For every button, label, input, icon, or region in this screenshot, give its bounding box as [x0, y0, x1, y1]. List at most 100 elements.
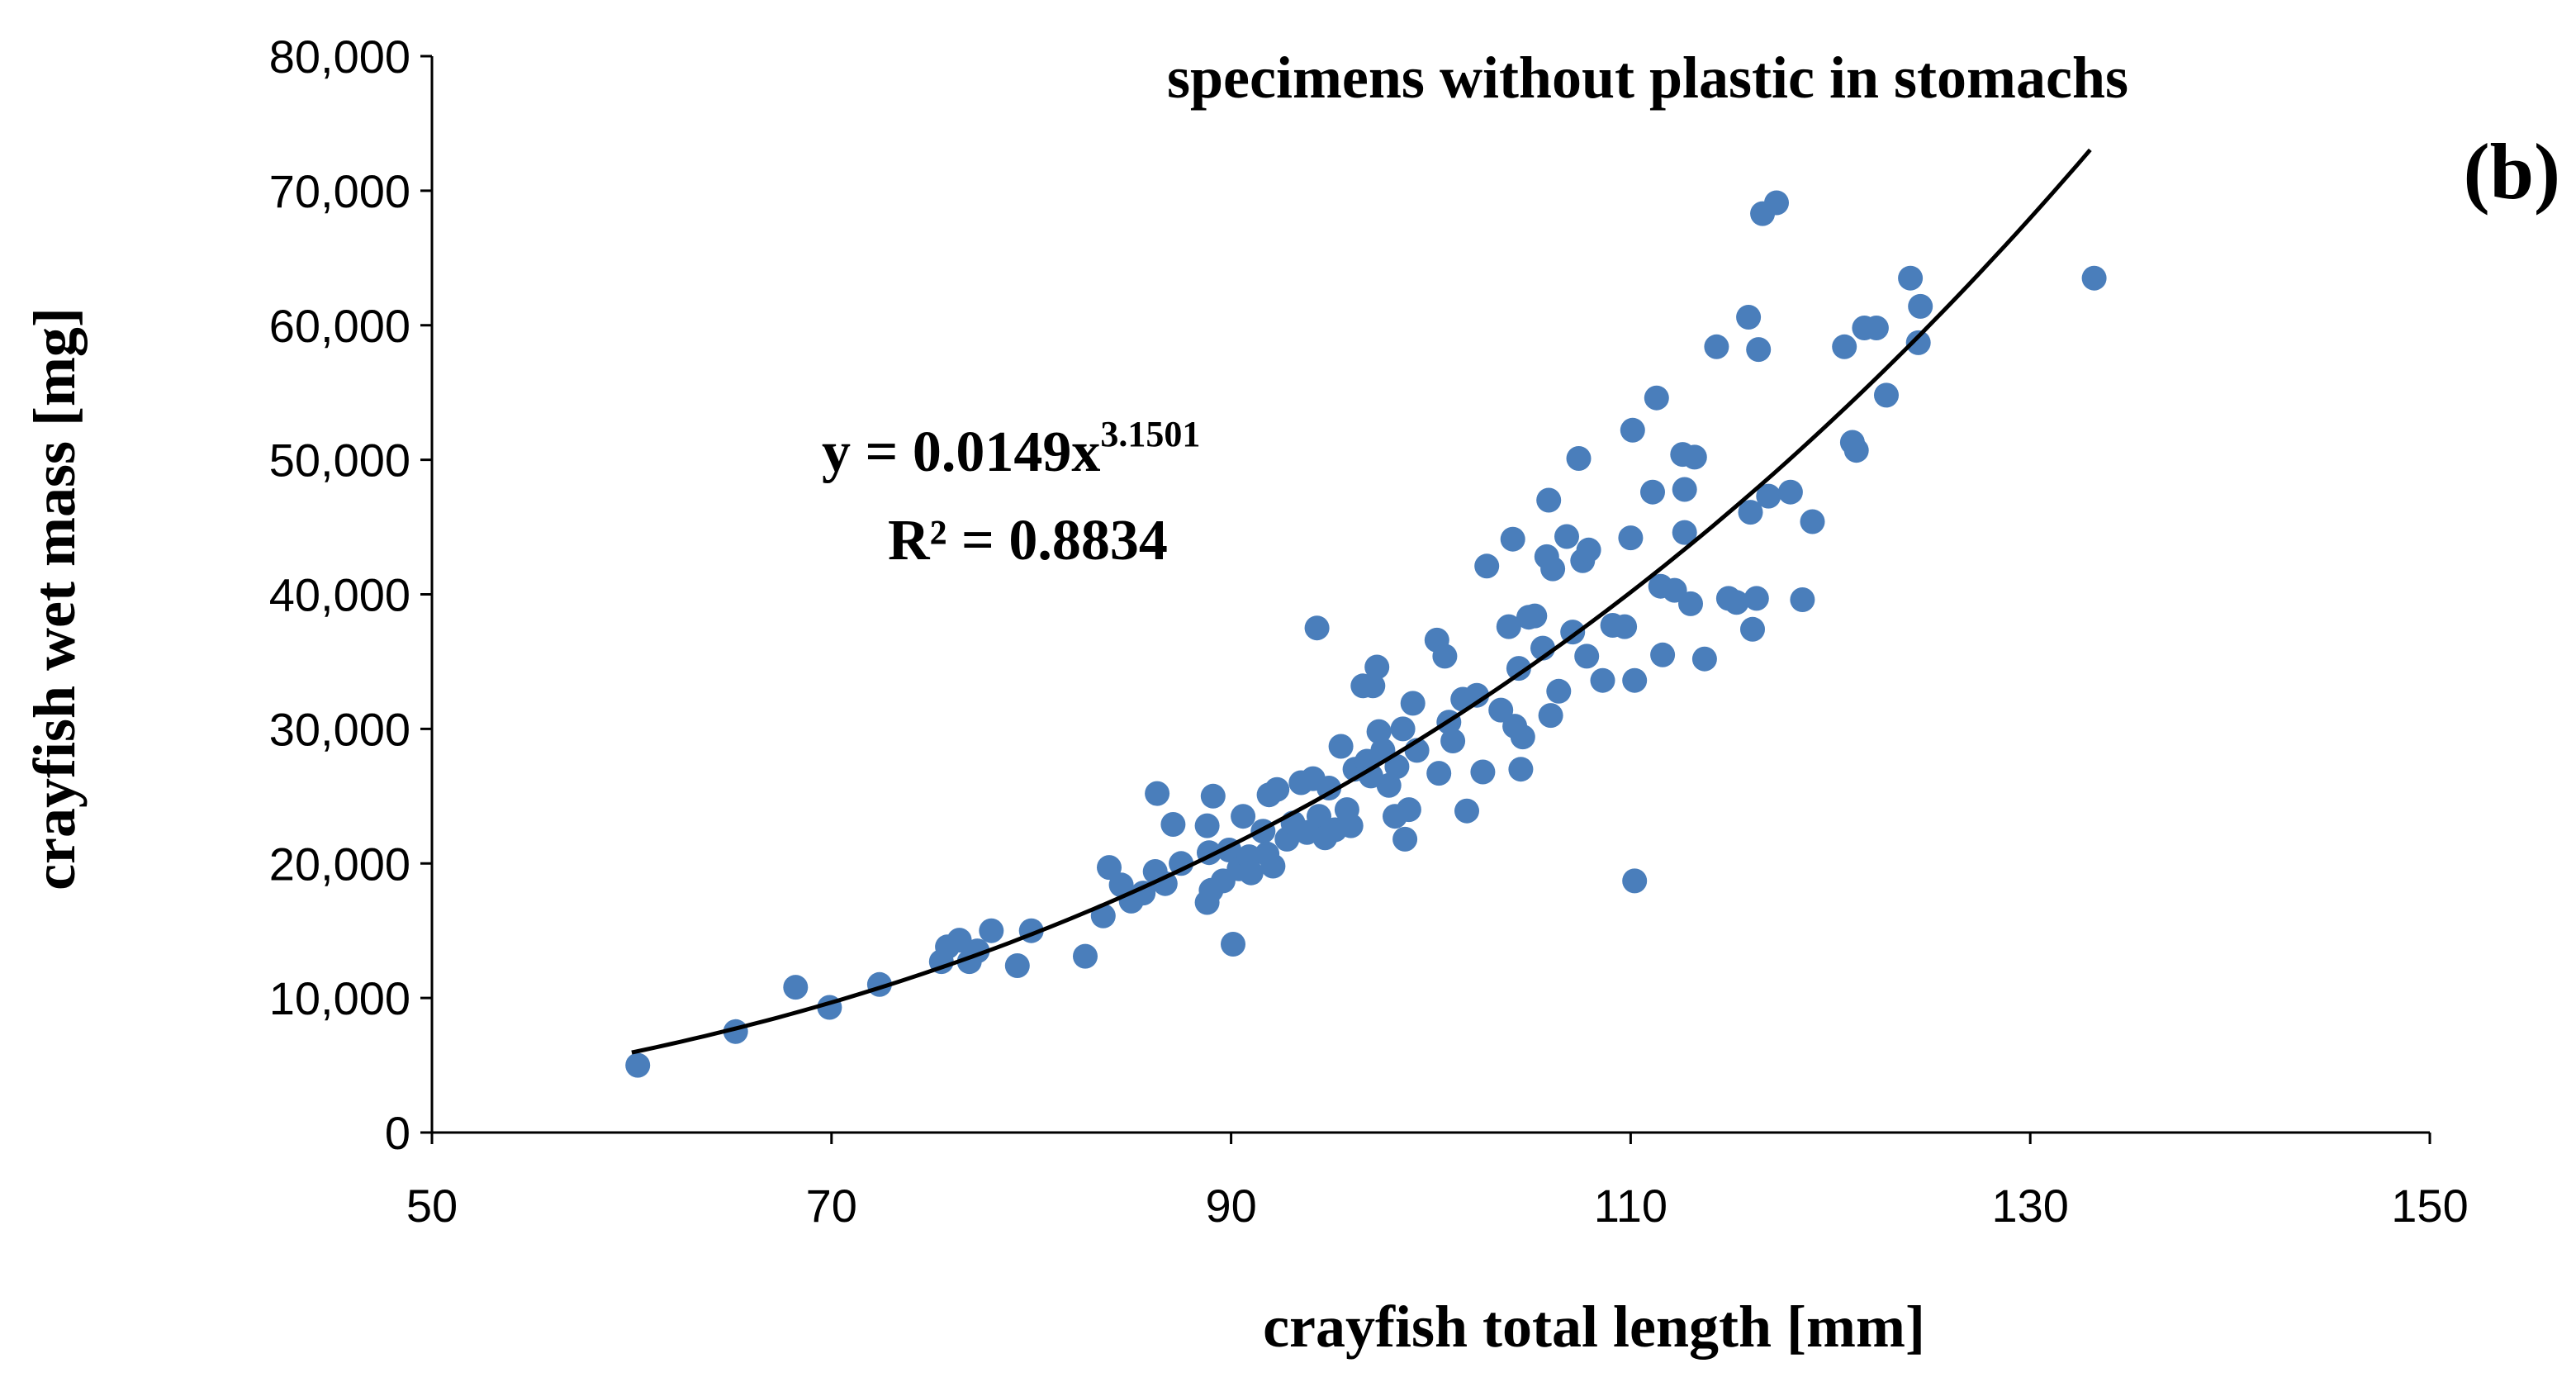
- y-axis-ticks: 0 10,000 20,000 30,000 40,000 50,000 60,000 70,…: [269, 31, 432, 1159]
- data-point: [1908, 293, 1933, 319]
- trendline: [631, 148, 2092, 1055]
- data-point: [1540, 556, 1566, 582]
- data-point: [1843, 438, 1869, 463]
- data-point: [1470, 759, 1496, 785]
- data-point: [1432, 644, 1458, 669]
- data-point: [1338, 813, 1364, 838]
- data-point: [1622, 667, 1648, 693]
- data-point: [1905, 330, 1931, 355]
- data-point: [1620, 417, 1645, 443]
- data-point: [1474, 553, 1500, 579]
- data-point: [1704, 334, 1729, 359]
- data-point: [1396, 797, 1421, 823]
- data-point: [1743, 586, 1769, 611]
- data-point: [946, 928, 972, 953]
- data-point: [1221, 932, 1245, 957]
- x-tick-label: 90: [1205, 1180, 1256, 1232]
- y-tick-label: 30,000: [269, 703, 410, 755]
- equation-exponent: 3.1501: [1100, 414, 1200, 454]
- data-point: [1678, 591, 1703, 616]
- data-point: [1538, 703, 1563, 729]
- data-point: [1644, 385, 1669, 411]
- data-point: [1576, 537, 1601, 563]
- data-point: [1328, 734, 1354, 759]
- data-point: [625, 1052, 651, 1078]
- data-point: [1874, 382, 1899, 408]
- data-point: [1618, 525, 1644, 551]
- data-point: [1740, 616, 1765, 642]
- data-point: [1574, 644, 1600, 669]
- data-point: [1238, 860, 1264, 886]
- data-point: [1898, 265, 1924, 291]
- data-point: [1426, 761, 1452, 786]
- r-squared-label: R² = 0.8834: [888, 509, 1168, 572]
- data-point: [1145, 781, 1170, 806]
- data-point: [1691, 646, 1717, 672]
- panel-label: (b): [2464, 127, 2560, 216]
- data-point: [1500, 526, 1525, 552]
- data-point: [1169, 851, 1194, 876]
- y-tick-label: 80,000: [269, 31, 410, 83]
- data-point: [1622, 868, 1648, 894]
- data-point: [1488, 697, 1514, 723]
- data-point: [1800, 509, 1825, 534]
- y-tick-label: 40,000: [269, 569, 410, 621]
- data-point: [1200, 783, 1226, 809]
- data-point: [1400, 691, 1426, 716]
- data-point: [1304, 615, 1330, 641]
- x-axis-ticks: 50 70 90 110 130 150: [406, 1133, 2469, 1232]
- chart-title: specimens without plastic in stomachs: [1167, 45, 2128, 111]
- y-tick-label: 10,000: [269, 972, 410, 1024]
- data-point: [1260, 853, 1286, 879]
- data-point: [1756, 483, 1781, 509]
- y-tick-label: 70,000: [269, 165, 410, 217]
- data-point: [2081, 265, 2107, 291]
- data-point: [1464, 682, 1490, 708]
- data-point: [1360, 673, 1386, 699]
- data-point: [1682, 444, 1707, 470]
- data-point: [1640, 479, 1665, 505]
- data-point: [1672, 477, 1697, 502]
- data-point: [1508, 757, 1534, 782]
- y-tick-label: 60,000: [269, 300, 410, 352]
- data-point: [1390, 716, 1416, 742]
- data-point: [1612, 614, 1638, 639]
- data-point: [1536, 487, 1562, 513]
- data-point: [1522, 603, 1548, 629]
- data-point: [1832, 334, 1857, 359]
- data-point: [1454, 798, 1479, 824]
- data-point: [1736, 305, 1762, 330]
- data-point: [1554, 524, 1579, 549]
- y-tick-label: 50,000: [269, 435, 410, 487]
- x-tick-label: 50: [406, 1180, 458, 1232]
- data-points: [625, 190, 2107, 1078]
- data-point: [1152, 871, 1178, 896]
- data-point: [1384, 754, 1410, 779]
- data-point: [1376, 772, 1402, 798]
- data-point: [1160, 812, 1186, 837]
- data-point: [1746, 337, 1772, 363]
- data-point: [1724, 590, 1749, 615]
- x-tick-label: 150: [2391, 1180, 2468, 1232]
- data-point: [783, 975, 809, 1000]
- data-point: [1777, 479, 1803, 505]
- x-tick-label: 70: [806, 1180, 857, 1232]
- data-point: [1863, 316, 1889, 340]
- data-point: [1764, 190, 1789, 216]
- plot-area: 0 10,000 20,000 30,000 40,000 50,000 60,000 70,…: [269, 31, 2469, 1232]
- y-axis-title: crayfish wet mass [mg]: [21, 307, 88, 890]
- data-point: [1131, 881, 1156, 906]
- data-point: [1364, 654, 1390, 680]
- data-point: [979, 918, 1004, 943]
- data-point: [1231, 804, 1256, 829]
- data-point: [1392, 826, 1418, 852]
- data-point: [1738, 500, 1763, 525]
- data-point: [1672, 520, 1697, 545]
- equation-base: y = 0.0149x: [822, 420, 1100, 484]
- x-tick-label: 110: [1594, 1180, 1668, 1232]
- x-axis-title: crayfish total length [mm]: [1263, 1294, 1925, 1360]
- data-point: [1264, 776, 1290, 802]
- data-point: [1650, 642, 1676, 667]
- y-tick-label: 0: [385, 1107, 410, 1159]
